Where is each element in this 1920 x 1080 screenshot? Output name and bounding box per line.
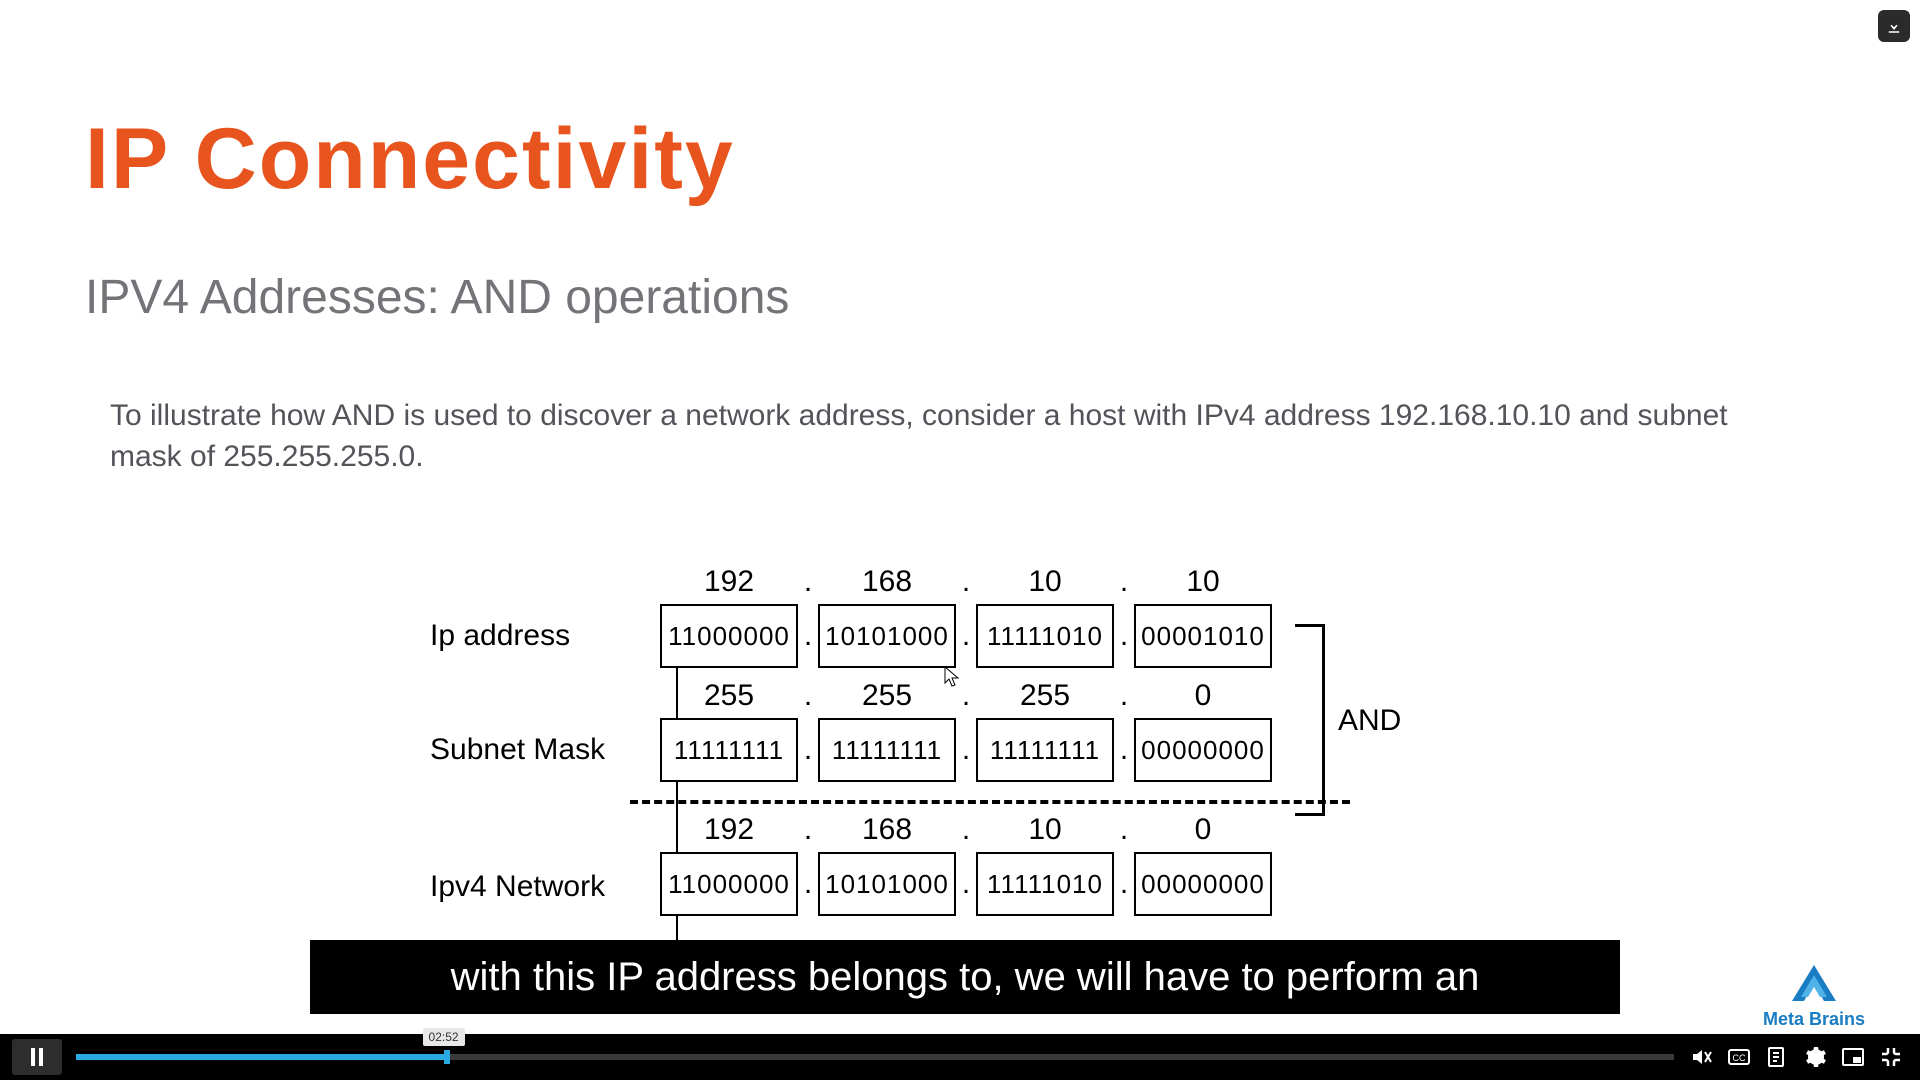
- dot: .: [798, 733, 818, 767]
- caption-bar: with this IP address belongs to, we will…: [310, 940, 1620, 1014]
- dot: .: [798, 813, 818, 847]
- dot: .: [1114, 733, 1134, 767]
- dot: .: [798, 619, 818, 653]
- dec-cell: 255: [976, 679, 1114, 713]
- cursor-icon: [944, 666, 960, 688]
- slide-body: To illustrate how AND is used to discove…: [110, 395, 1790, 478]
- cc-button[interactable]: CC: [1726, 1044, 1752, 1070]
- slide-subtitle: IPV4 Addresses: AND operations: [85, 270, 789, 325]
- dot: .: [1114, 867, 1134, 901]
- dot: .: [798, 565, 818, 599]
- dec-cell: 168: [818, 813, 956, 847]
- slide: IP Connectivity IPV4 Addresses: AND oper…: [0, 0, 1920, 1080]
- time-tooltip: 02:52: [423, 1028, 465, 1046]
- video-controls: 02:52 CC: [0, 1034, 1920, 1080]
- slide-title: IP Connectivity: [85, 110, 735, 209]
- svg-text:CC: CC: [1733, 1053, 1746, 1063]
- dot: .: [1114, 813, 1134, 847]
- bin-cell: 11111111: [818, 718, 956, 782]
- dec-cell: 192: [660, 813, 798, 847]
- exit-fullscreen-button[interactable]: [1878, 1044, 1904, 1070]
- dec-cell: 168: [818, 565, 956, 599]
- dec-cell: 255: [818, 679, 956, 713]
- bin-cell: 11111111: [976, 718, 1114, 782]
- dot: .: [956, 619, 976, 653]
- bin-cell: 00000000: [1134, 852, 1272, 916]
- bin-cell: 00000000: [1134, 718, 1272, 782]
- dec-cell: 10: [976, 565, 1114, 599]
- bin-cell: 10101000: [818, 852, 956, 916]
- pause-button[interactable]: [12, 1039, 62, 1075]
- bin-cell: 11000000: [660, 604, 798, 668]
- ip-decimal-row: 192 . 168 . 10 . 10: [660, 560, 1430, 604]
- caption-text: with this IP address belongs to, we will…: [451, 955, 1480, 1000]
- dec-cell: 0: [1134, 813, 1272, 847]
- dot: .: [1114, 619, 1134, 653]
- dot: .: [1114, 679, 1134, 713]
- dot: .: [1114, 565, 1134, 599]
- bin-cell: 11000000: [660, 852, 798, 916]
- ip-binary-row: Ip address 11000000 . 10101000 . 1111101…: [430, 604, 1430, 668]
- dot: .: [956, 733, 976, 767]
- bin-cell: 11111111: [660, 718, 798, 782]
- pip-button[interactable]: [1840, 1044, 1866, 1070]
- dec-cell: 10: [976, 813, 1114, 847]
- settings-button[interactable]: [1802, 1044, 1828, 1070]
- brand-logo-text: Meta Brains: [1763, 1009, 1865, 1030]
- and-diagram: 192 . 168 . 10 . 10 Ip address 11000000 …: [430, 560, 1430, 916]
- progress-bar[interactable]: 02:52: [76, 1054, 1674, 1060]
- bin-cell: 11111010: [976, 604, 1114, 668]
- mute-button[interactable]: [1688, 1044, 1714, 1070]
- dot: .: [798, 679, 818, 713]
- right-controls: CC: [1688, 1044, 1904, 1070]
- row-label-mask: Subnet Mask: [430, 733, 660, 767]
- dot: .: [798, 867, 818, 901]
- mask-binary-row: Subnet Mask 11111111 . 11111111 . 111111…: [430, 718, 1430, 782]
- row-label-result: Ipv4 Network: [430, 866, 660, 903]
- dot: .: [956, 565, 976, 599]
- and-label: AND: [1338, 704, 1401, 738]
- dot: .: [956, 867, 976, 901]
- dec-cell: 10: [1134, 565, 1272, 599]
- bin-cell: 00001010: [1134, 604, 1272, 668]
- progress-handle[interactable]: [444, 1050, 450, 1064]
- download-button[interactable]: [1878, 10, 1910, 42]
- bin-cell: 11111010: [976, 852, 1114, 916]
- bin-cell: 10101000: [818, 604, 956, 668]
- transcript-button[interactable]: [1764, 1044, 1790, 1070]
- row-label-ip: Ip address: [430, 619, 660, 653]
- and-bracket: [1295, 624, 1325, 816]
- result-binary-row: Ipv4 Network 11000000 . 10101000 . 11111…: [430, 852, 1430, 916]
- dec-cell: 192: [660, 565, 798, 599]
- dec-cell: 255: [660, 679, 798, 713]
- brand-logo: Meta Brains: [1763, 961, 1865, 1030]
- dec-cell: 0: [1134, 679, 1272, 713]
- dashed-separator: [630, 800, 1350, 804]
- dot: .: [956, 813, 976, 847]
- progress-fill: [76, 1054, 444, 1060]
